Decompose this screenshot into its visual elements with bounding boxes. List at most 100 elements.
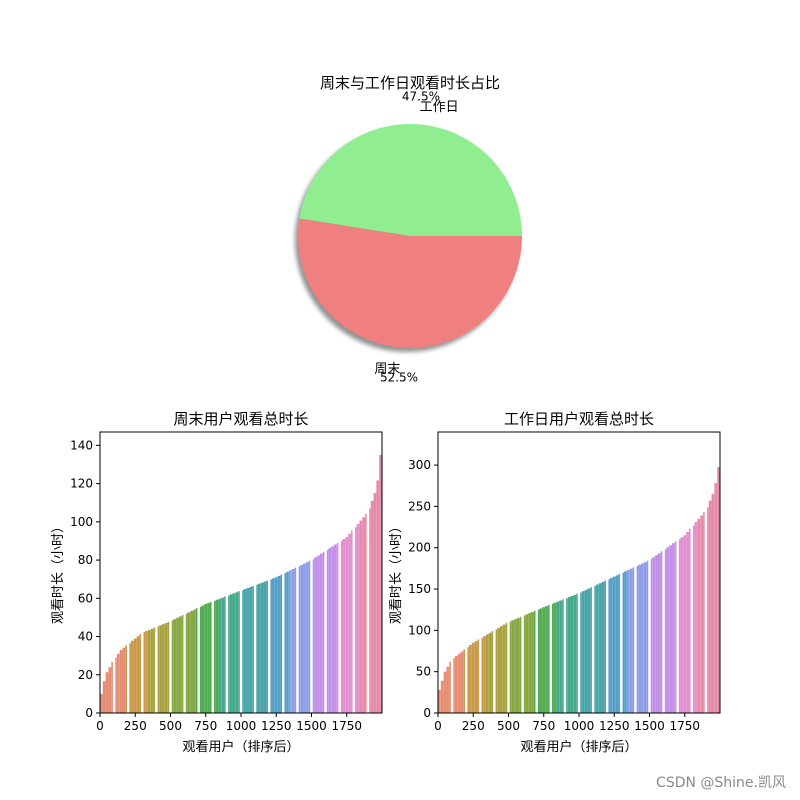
weekend-bar (215, 599, 219, 713)
weekend-bar (136, 636, 140, 713)
weekend-bar (331, 546, 335, 713)
pie-category-label-1: 周末 (374, 362, 400, 377)
weekend-bar (170, 620, 174, 713)
weekday-bar (626, 570, 630, 713)
weekday-x-tick-label: 0 (434, 719, 442, 733)
weekday-bar (657, 553, 661, 713)
weekday-bar-gap (606, 432, 609, 713)
weekday-bar (457, 653, 461, 713)
weekend-bar (207, 602, 210, 713)
weekend-bar-gap (155, 432, 158, 713)
weekday-bar (641, 563, 644, 713)
weekday-bar (601, 581, 605, 713)
weekend-bar (342, 538, 346, 713)
weekend-bar (238, 591, 241, 713)
weekend-bar (212, 600, 216, 713)
weekday-bar (542, 607, 546, 713)
weekday-y-tick-label: 50 (416, 665, 431, 679)
weekday-bar (547, 604, 551, 713)
weekend-bar (184, 613, 188, 713)
weekend-bar (241, 590, 244, 713)
weekday-bar (674, 541, 678, 713)
weekday-bar (474, 641, 478, 713)
weekend-bar (376, 480, 380, 713)
weekend-ticks: 0 250 500 750 1000 1250 1500 1750 0 20 40 60 80 100 12… (70, 438, 362, 733)
weekend-bar (142, 632, 146, 713)
weekend-bar (159, 625, 162, 713)
weekday-bar (587, 588, 591, 713)
weekday-bar (714, 482, 718, 713)
weekend-x-tick-label: 1000 (226, 719, 257, 733)
weekend-bar (255, 584, 258, 713)
weekend-bar (226, 595, 230, 713)
weekday-bar (550, 603, 554, 713)
weekend-bar-gap (338, 432, 341, 713)
weekday-bar (505, 622, 509, 713)
weekday-bar (688, 528, 692, 713)
weekday-bar (525, 614, 529, 713)
weekday-bar (477, 639, 481, 713)
weekday-bar (570, 595, 574, 713)
weekend-bar-gap (141, 432, 144, 713)
weekend-y-tick-label: 0 (85, 706, 93, 720)
weekday-bar (463, 649, 467, 713)
weekday-chart-title: 工作日用户观看总时长 (504, 410, 654, 428)
weekday-bar (703, 512, 706, 713)
weekend-bar (111, 662, 115, 713)
weekday-bar (584, 589, 588, 713)
weekend-bar (280, 574, 284, 713)
weekend-bar (266, 580, 270, 713)
weekend-bar (167, 621, 171, 713)
weekday-bar (564, 598, 568, 713)
weekend-bar (252, 585, 256, 713)
weekday-bar (621, 572, 625, 713)
weekend-bar-gap (225, 432, 229, 713)
weekday-bar-gap (535, 432, 538, 713)
weekend-bar (243, 589, 247, 713)
weekday-bar (717, 467, 720, 714)
weekend-bar (365, 513, 368, 713)
weekday-bar-gap (563, 432, 567, 713)
weekend-bar (156, 626, 160, 713)
weekend-bar (100, 693, 103, 713)
pie-slice-1 (298, 218, 522, 348)
weekday-bar (632, 567, 636, 713)
weekend-y-tick-label: 120 (70, 477, 93, 491)
weekday-bar-chart: 工作日用户观看总时长 0 250 500 750 1000 1250 1500 1750 0 50… (388, 410, 721, 755)
pie-pct-label-1: 52.5% (380, 371, 418, 385)
weekend-bar (328, 548, 332, 713)
weekday-bar (533, 610, 537, 713)
weekend-y-axis-label: 观看时长（小时） (50, 520, 66, 624)
weekday-bar (511, 620, 515, 713)
weekend-bar (317, 555, 320, 713)
weekend-bar-gap (127, 432, 130, 713)
weekend-bar (269, 579, 272, 713)
weekend-bar (235, 592, 239, 713)
weekday-bar-gap (676, 432, 679, 713)
weekend-bar (147, 629, 151, 713)
weekend-y-tick-label: 20 (78, 668, 93, 682)
weekday-bar (607, 579, 610, 713)
weekday-y-axis-label: 观看时长（小时） (388, 520, 404, 624)
weekend-bar (353, 527, 357, 713)
weekend-bar (153, 627, 157, 713)
weekend-bar (300, 564, 303, 713)
weekend-bar (176, 617, 179, 713)
weekend-bar (102, 681, 106, 713)
weekend-bar (105, 672, 109, 713)
weekday-bar (522, 615, 526, 713)
weekend-bar (150, 628, 154, 713)
weekday-bar (488, 632, 492, 713)
weekday-bar (494, 629, 498, 713)
weekend-bar-gap (268, 432, 271, 713)
weekday-bar (581, 591, 585, 713)
weekend-bar (314, 557, 318, 713)
weekend-bar-chart: 周末用户观看总时长 0 250 500 750 1000 1250 1500 1750 0 20 4… (50, 410, 383, 755)
weekday-bar (497, 627, 500, 713)
weekend-bar (119, 649, 123, 713)
weekday-bar-gap (507, 432, 510, 713)
weekday-bar (677, 539, 681, 713)
weekday-bar (618, 573, 622, 713)
weekday-bar (672, 543, 675, 713)
weekend-y-tick-label: 100 (70, 515, 93, 529)
